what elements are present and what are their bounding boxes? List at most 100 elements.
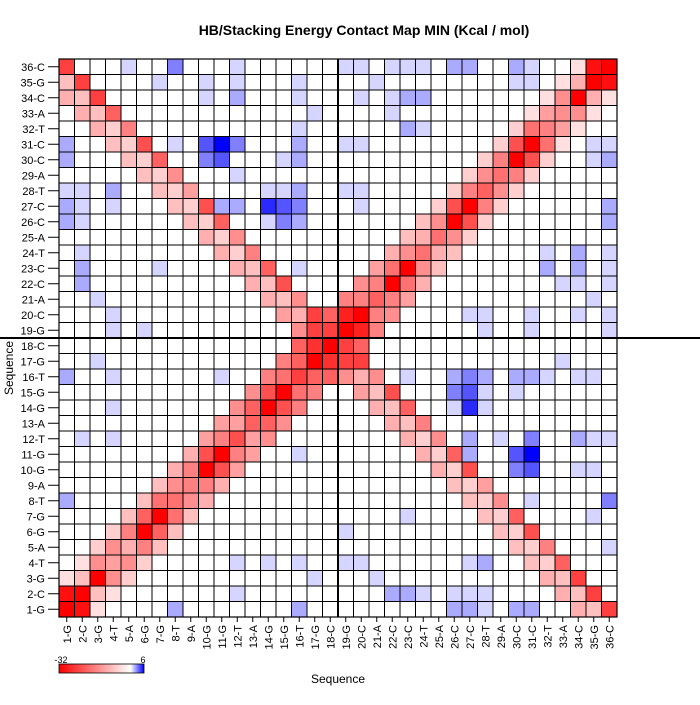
grid-cell [182,151,199,168]
grid-cell [244,291,261,308]
grid-cell [105,89,122,106]
heatmap-cell [74,74,91,91]
grid-cell [120,415,137,432]
grid-cell [260,508,277,525]
grid-cell [105,244,122,261]
grid-cell [539,415,556,432]
x-tick-label: 7-G [155,625,167,643]
grid-cell [368,585,385,602]
heatmap-cell [136,508,153,525]
grid-cell [89,136,106,153]
heatmap-cell [58,570,75,587]
y-tick-label: 19-G [21,325,45,337]
grid-cell [260,322,277,339]
grid-cell [585,570,602,587]
grid-cell [399,554,416,571]
grid-cell [120,492,137,509]
grid-cell [384,461,401,478]
heatmap-cell [492,151,509,168]
grid-cell [337,74,354,91]
grid-cell [275,260,292,277]
grid-cell [570,415,587,432]
grid-cell [461,337,478,354]
heatmap-cell [523,306,540,323]
grid-cell [229,523,246,540]
heatmap-cell [415,275,432,292]
grid-cell [508,415,525,432]
grid-cell [322,167,339,184]
heatmap-cell [461,477,478,494]
grid-cell [322,213,339,230]
heatmap-cell [74,182,91,199]
grid-cell [198,167,215,184]
grid-cell [461,539,478,556]
grid-cell [384,539,401,556]
grid-cell [105,167,122,184]
grid-cell [337,167,354,184]
grid-cell [601,182,618,199]
grid-cell [198,260,215,277]
grid-cell [105,337,122,354]
heatmap-cell [105,554,122,571]
grid-cell [337,492,354,509]
grid-cell [229,291,246,308]
grid-cell [415,477,432,494]
grid-cell [260,74,277,91]
heatmap-cell [291,446,308,463]
grid-cell [585,229,602,246]
grid-cell [322,585,339,602]
heatmap-cell [384,244,401,261]
grid-cell [229,508,246,525]
grid-cell [322,89,339,106]
grid-cell [430,415,447,432]
heatmap-cell [461,58,478,75]
grid-cell [415,368,432,385]
grid-cell [213,399,230,416]
x-tick-label: 30-C [511,625,523,649]
grid-cell [523,89,540,106]
grid-cell [384,229,401,246]
grid-cell [229,275,246,292]
grid-cell [74,477,91,494]
grid-cell [430,58,447,75]
heatmap-cell [105,523,122,540]
grid-cell [384,198,401,215]
y-tick-label: 11-G [21,449,45,461]
heatmap-cell [399,508,416,525]
grid-cell [120,368,137,385]
grid-cell [260,539,277,556]
grid-cell [229,337,246,354]
heatmap-cell [291,322,308,339]
heatmap-cell [353,368,370,385]
grid-cell [105,260,122,277]
grid-cell [105,446,122,463]
grid-cell [275,58,292,75]
heatmap-cell [430,213,447,230]
grid-cell [58,415,75,432]
heatmap-cell [105,322,122,339]
grid-cell [353,508,370,525]
y-tick-label: 12-T [22,434,45,446]
heatmap-cell [353,384,370,401]
grid-cell [353,601,370,618]
grid-cell [477,539,494,556]
heatmap-cell [337,523,354,540]
x-tick-label: 12-T [232,625,244,648]
grid-cell [58,306,75,323]
heatmap-cell [105,399,122,416]
grid-cell [384,368,401,385]
grid-cell [399,539,416,556]
grid-cell [570,384,587,401]
grid-cell [213,492,230,509]
x-axis-label: Sequence [311,672,365,686]
grid-cell [601,523,618,540]
heatmap-cell [275,151,292,168]
y-tick-label: 5-A [28,542,46,554]
grid-cell [554,58,571,75]
grid-cell [58,508,75,525]
grid-cell [461,570,478,587]
x-tick-label: 20-C [356,625,368,649]
grid-cell [446,508,463,525]
grid-cell [167,74,184,91]
grid-cell [136,337,153,354]
